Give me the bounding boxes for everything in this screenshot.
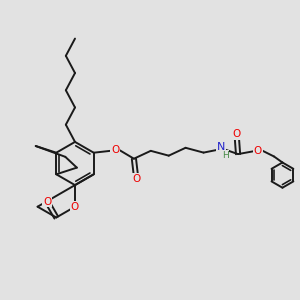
Text: O: O — [43, 196, 51, 207]
Text: O: O — [111, 145, 119, 155]
Text: O: O — [132, 174, 140, 184]
Text: O: O — [232, 129, 241, 139]
Text: O: O — [254, 146, 262, 155]
Text: N: N — [217, 142, 225, 152]
Text: O: O — [71, 202, 79, 212]
Text: H: H — [222, 151, 229, 160]
